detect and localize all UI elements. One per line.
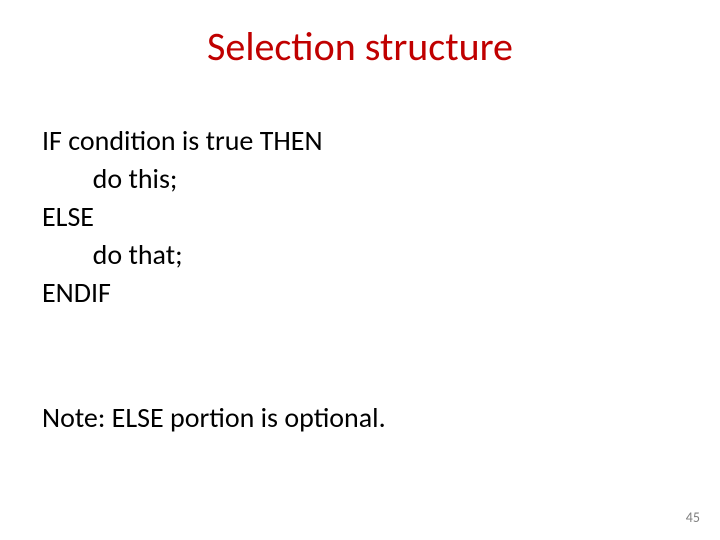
pseudocode-block: IF condition is true THEN do this; ELSE … bbox=[42, 122, 323, 312]
code-line: ELSE bbox=[42, 198, 323, 236]
code-line: IF condition is true THEN bbox=[42, 122, 323, 160]
page-number: 45 bbox=[686, 509, 700, 526]
slide: Selection structure IF condition is true… bbox=[0, 0, 720, 540]
note-text: Note: ELSE portion is optional. bbox=[42, 400, 386, 435]
slide-title: Selection structure bbox=[0, 22, 720, 71]
code-line: do this; bbox=[42, 160, 323, 198]
code-line: ENDIF bbox=[42, 274, 323, 312]
code-line: do that; bbox=[42, 236, 323, 274]
